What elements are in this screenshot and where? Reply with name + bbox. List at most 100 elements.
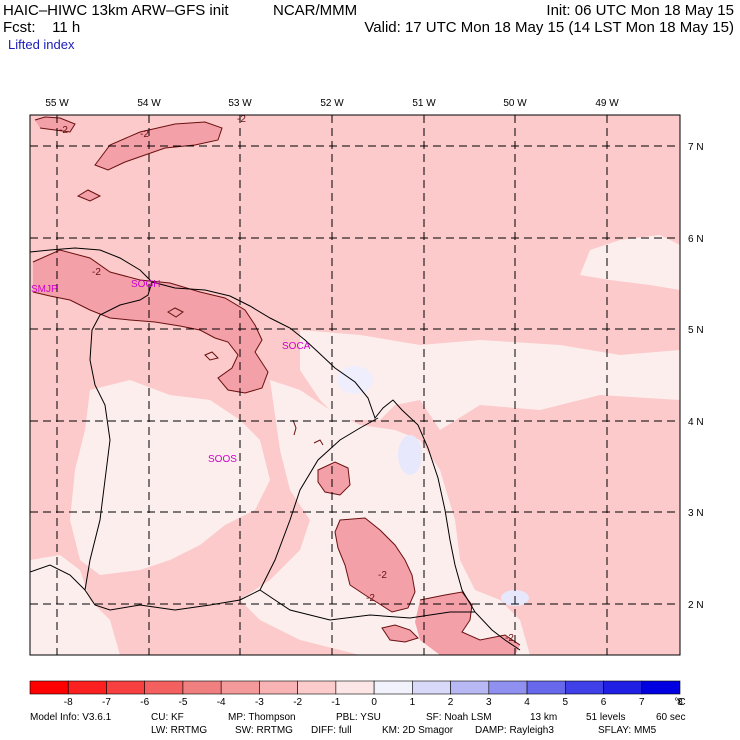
colorbar-label: -3 (255, 697, 264, 708)
contour-line (381, 624, 419, 643)
colorbar-swatch (450, 680, 490, 695)
colorbar-label: -1 (331, 697, 340, 708)
colorbar-label: 3 (486, 697, 492, 708)
lw-scheme: LW: RRTMG (151, 725, 208, 736)
contour-label: -2 (505, 633, 514, 644)
colorbar-label: 8 (677, 697, 683, 708)
field-positive-spot (337, 366, 373, 394)
colorbar-label: -7 (102, 697, 111, 708)
field-light-region (240, 380, 530, 655)
forecast-hour: Fcst: 11 h (3, 19, 81, 36)
field-positive-spot (398, 435, 422, 475)
title-center: NCAR/MMM (273, 2, 358, 19)
colorbar-swatch (106, 680, 146, 695)
station-label-smjp: SMJP (31, 284, 58, 295)
colorbar-swatch (335, 680, 375, 695)
field-negative-region (318, 462, 350, 495)
colorbar-swatch (29, 680, 69, 695)
colorbar-swatch (220, 680, 260, 695)
sf-scheme: SF: Noah LSM (426, 712, 492, 723)
colorbar-swatch (259, 680, 298, 695)
cu-scheme: CU: KF (151, 712, 184, 723)
contour-line (292, 419, 297, 436)
contour-label: -2 (140, 129, 149, 140)
colorbar-swatch (182, 680, 222, 695)
lat-label: 4 N (688, 417, 704, 428)
colorbar-label: -2 (293, 697, 302, 708)
contour-line (32, 249, 269, 394)
colorbar-label: -4 (217, 697, 226, 708)
damp-option: DAMP: Rayleigh3 (475, 725, 554, 736)
lon-label: 53 W (228, 98, 252, 109)
station-label-soos: SOOS (208, 454, 237, 465)
field-light-region (580, 235, 680, 290)
mp-scheme: MP: Thompson (228, 712, 296, 723)
colorbar-label: -5 (178, 697, 187, 708)
colorbar-swatch (412, 680, 451, 695)
border-line (30, 564, 86, 591)
contour-label: -2 (378, 570, 387, 581)
contour-line (334, 517, 416, 613)
colorbar-label: 6 (601, 697, 607, 708)
field-negative-region (95, 122, 222, 170)
init-time: Init: 06 UTC Mon 18 May 15 (546, 2, 734, 19)
colorbar-swatch (526, 680, 566, 695)
contour-label: -2 (59, 125, 68, 136)
colorbar-label: 0 (371, 697, 377, 708)
time-step: 60 sec (656, 712, 686, 723)
contour-label: -2 (366, 593, 375, 604)
contour-line (204, 351, 219, 361)
colorbar-label: 5 (563, 697, 569, 708)
diff-option: DIFF: full (311, 725, 352, 736)
lon-label: 52 W (320, 98, 344, 109)
station-label-soca: SOCA (282, 341, 311, 352)
field-negative-region (335, 518, 415, 612)
vertical-levels: 51 levels (586, 712, 626, 723)
model-info: Model Info: V3.6.1 (30, 712, 112, 723)
valid-time: Valid: 17 UTC Mon 18 May 15 (14 LST Mon … (364, 19, 734, 36)
pbl-scheme: PBL: YSU (336, 712, 381, 723)
colorbar-label: 1 (410, 697, 416, 708)
lat-label: 6 N (688, 234, 704, 245)
colorbar-swatch (373, 680, 413, 695)
field-negative-region (382, 625, 418, 642)
contour-line (419, 591, 521, 646)
colorbar-swatch (144, 680, 184, 695)
colorbar-swatch (67, 680, 107, 695)
contour-line (34, 116, 76, 133)
colorbar-label: 2 (448, 697, 454, 708)
colorbar-swatch (488, 680, 528, 695)
colorbar-swatch (603, 680, 643, 695)
colorbar-swatch (564, 680, 604, 695)
colorbar-label: -8 (64, 697, 73, 708)
sflay-option: SFLAY: MM5 (598, 725, 657, 736)
lon-label: 50 W (503, 98, 527, 109)
colorbar-label: 7 (639, 697, 645, 708)
border-line (84, 281, 379, 611)
lat-label: 7 N (688, 142, 704, 153)
field-light-region (30, 555, 120, 655)
lon-label: 54 W (137, 98, 161, 109)
coastline (30, 247, 521, 651)
lat-label: 5 N (688, 325, 704, 336)
field-name: Lifted index (8, 37, 75, 52)
field-light-region (70, 380, 270, 575)
lon-label: 55 W (45, 98, 69, 109)
contour-label: -2 (92, 267, 101, 278)
colorbar-label: 4 (524, 697, 530, 708)
plot-frame (29, 114, 681, 656)
colorbar-swatch (297, 680, 337, 695)
lat-label: 2 N (688, 600, 704, 611)
station-label-sogh: SOGH (131, 279, 160, 290)
contour-line (313, 439, 324, 446)
sw-scheme: SW: RRTMG (235, 725, 293, 736)
lon-label: 49 W (595, 98, 619, 109)
colorbar-swatch (641, 680, 681, 695)
contour-line (76, 189, 102, 202)
colorbar-unit: °C (674, 697, 685, 708)
contour-line (94, 121, 223, 171)
lat-label: 3 N (688, 508, 704, 519)
contour-line (167, 307, 184, 318)
border-line (259, 589, 475, 621)
